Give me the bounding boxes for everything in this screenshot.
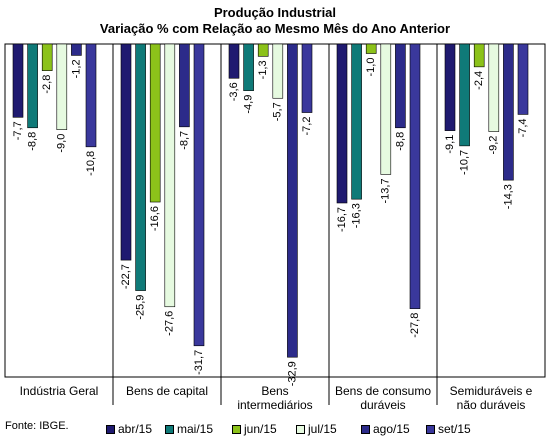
bar [503, 43, 514, 181]
data-label: -32,9 [286, 361, 298, 386]
legend-item: jun/15 [232, 422, 277, 436]
bar [27, 43, 38, 129]
legend-swatch [165, 424, 174, 434]
data-label: -27,8 [409, 313, 421, 338]
legend-swatch [426, 424, 435, 434]
data-label: -8,8 [27, 132, 39, 151]
data-label: -4,9 [243, 95, 255, 114]
category-label: não duráveis [457, 398, 526, 412]
bar [444, 43, 456, 131]
legend-item: ago/15 [361, 422, 410, 436]
bar [228, 43, 240, 79]
bar [365, 43, 377, 54]
data-label: -9,2 [488, 136, 500, 155]
bar [473, 43, 485, 68]
data-label: -1,2 [70, 59, 82, 78]
bar [459, 43, 470, 147]
bar [12, 43, 24, 118]
category-label: duráveis [360, 398, 405, 412]
data-label: -2,4 [473, 71, 485, 90]
data-label: -7,2 [301, 117, 313, 136]
data-label: -8,8 [394, 132, 406, 151]
data-label: -25,9 [135, 295, 147, 320]
data-label: -2,8 [41, 75, 53, 94]
data-label: -7,4 [517, 118, 529, 137]
legend-item: abr/15 [106, 422, 152, 436]
legend-label: mai/15 [177, 422, 214, 436]
legend-label: jul/15 [308, 422, 337, 436]
bar [287, 43, 298, 358]
data-label: -8,7 [178, 131, 190, 150]
data-label: -16,6 [149, 206, 161, 231]
data-label: -16,3 [351, 203, 363, 228]
bar [395, 43, 406, 129]
chart-title: Produção Industrial [213, 5, 337, 20]
bar [41, 43, 53, 71]
legend-item: mai/15 [165, 422, 213, 436]
data-label: -7,7 [12, 121, 24, 140]
bar [517, 43, 529, 115]
legend-swatch [106, 424, 115, 434]
bar [193, 43, 205, 347]
data-label: -1,3 [257, 60, 269, 79]
legend-label: set/15 [438, 422, 471, 436]
legend-label: jun/15 [244, 422, 277, 436]
bar [351, 43, 362, 200]
data-label: -9,0 [56, 134, 68, 153]
legend-label: abr/15 [118, 422, 153, 436]
bar [380, 43, 392, 175]
legend-label: ago/15 [373, 422, 410, 436]
data-label: -10,7 [459, 150, 471, 175]
data-label: -27,6 [164, 311, 176, 336]
legend-swatch [296, 424, 305, 434]
data-label: -9,1 [444, 135, 456, 154]
data-label: -31,7 [193, 350, 205, 375]
bar [164, 43, 176, 308]
category-label: intermediários [237, 398, 312, 412]
bar [179, 43, 190, 128]
data-label: -1,0 [365, 58, 377, 77]
bar [488, 43, 500, 132]
source-note: Fonte: IBGE. [5, 420, 69, 432]
data-label: -13,7 [380, 178, 392, 203]
category-label: Bens [261, 384, 288, 398]
data-label: -3,6 [228, 82, 240, 101]
category-label: Semiduráveis e [450, 384, 533, 398]
legend-item: set/15 [426, 422, 471, 436]
category-label: Bens de capital [126, 384, 208, 398]
bar [85, 43, 97, 148]
bar [272, 43, 284, 99]
bar [149, 43, 161, 203]
chart-subtitle: Variação % com Relação ao Mesmo Mês do A… [99, 21, 451, 36]
category-label: Bens de consumo [335, 384, 431, 398]
category-label: Indústria Geral [20, 384, 99, 398]
data-label: -16,7 [336, 207, 348, 232]
bar [336, 43, 348, 204]
bar [71, 43, 82, 56]
legend-swatch [361, 424, 370, 434]
bar [409, 43, 421, 309]
bar [56, 43, 68, 130]
bar [243, 43, 254, 91]
bar [257, 43, 269, 57]
data-label: -10,8 [85, 151, 97, 176]
bar [120, 43, 132, 261]
data-label: -14,3 [502, 184, 514, 209]
bar [135, 43, 146, 291]
legend-item: jul/15 [296, 422, 337, 436]
data-label: -22,7 [120, 264, 132, 289]
data-label: -5,7 [272, 102, 284, 121]
legend-swatch [232, 424, 241, 434]
bar [301, 43, 313, 113]
